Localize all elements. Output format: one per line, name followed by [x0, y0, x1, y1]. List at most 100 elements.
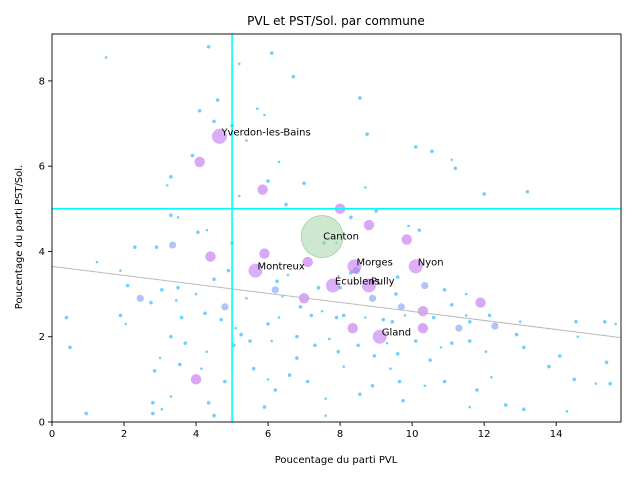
scatter-point	[205, 228, 209, 232]
scatter-point	[262, 405, 267, 409]
scatter-point	[237, 194, 241, 198]
scatter-point	[160, 288, 164, 292]
commune-label: Écublens	[335, 275, 380, 288]
scatter-point	[151, 401, 155, 405]
plot-contents	[52, 34, 621, 422]
x-tick-label: 4	[193, 429, 199, 440]
scatter-point	[215, 98, 220, 102]
scatter-point	[347, 322, 358, 334]
scatter-point	[64, 315, 69, 320]
scatter-point	[423, 384, 427, 388]
scatter-point	[234, 326, 237, 330]
scatter-point	[287, 373, 292, 377]
scatter-point	[176, 285, 180, 290]
scatter-point	[169, 334, 173, 339]
scatter-point	[365, 132, 369, 136]
scatter-point	[221, 303, 229, 311]
scatter-point	[358, 96, 362, 100]
scatter-point	[602, 320, 607, 324]
scatter-point	[203, 311, 207, 316]
scatter-point	[417, 228, 422, 232]
scatter-point	[223, 379, 227, 384]
scatter-point	[594, 382, 598, 385]
scatter-point	[179, 315, 184, 320]
scatter-point	[190, 153, 195, 158]
y-tick-label: 4	[39, 247, 45, 258]
scatter-point	[212, 277, 216, 281]
trend-line	[52, 265, 621, 339]
scatter-point	[165, 184, 169, 187]
scatter-point	[608, 381, 612, 386]
scatter-point	[381, 317, 386, 322]
scatter-point	[119, 269, 122, 272]
scatter-point	[467, 339, 472, 343]
scatter-point	[439, 346, 443, 349]
scatter-point	[133, 245, 137, 249]
scatter-point	[320, 309, 324, 313]
scatter-point	[430, 149, 434, 154]
commune-label: Morges	[357, 257, 393, 268]
scatter-point	[212, 119, 216, 124]
scatter-point	[395, 275, 400, 279]
scatter-point	[205, 251, 216, 262]
highlight-point	[211, 128, 227, 144]
scatter-point	[263, 113, 266, 117]
y-tick-label: 0	[39, 418, 45, 429]
scatter-point	[385, 341, 389, 345]
scatter-point	[442, 379, 447, 384]
x-axis-label: Poucentage du parti PVL	[275, 455, 398, 466]
scatter-point	[397, 303, 405, 311]
scatter-point	[309, 313, 314, 318]
scatter-point	[358, 392, 362, 397]
scatter-point	[125, 283, 130, 288]
scatter-point	[417, 305, 429, 317]
scatter-point	[475, 388, 479, 392]
scatter-point	[490, 375, 493, 379]
scatter-point	[484, 350, 488, 353]
commune-label: Gland	[382, 328, 411, 339]
scatter-point	[356, 343, 360, 348]
scatter-point	[257, 184, 268, 195]
x-tick-label: 0	[49, 429, 55, 440]
scatter-point	[572, 377, 576, 382]
scatter-point	[576, 335, 580, 339]
scatter-point	[295, 334, 299, 339]
highlight-point	[248, 263, 263, 278]
canton-point	[300, 215, 344, 258]
commune-label: Yverdon-les-Bains	[220, 127, 310, 138]
scatter-point	[152, 369, 157, 373]
scatter-point	[342, 365, 346, 368]
scatter-point	[291, 74, 296, 79]
scatter-point	[514, 332, 519, 337]
scatter-point	[455, 324, 463, 332]
x-tick-label: 8	[337, 429, 343, 440]
scatter-point	[197, 108, 202, 113]
scatter-point	[482, 192, 486, 196]
scatter-point	[154, 245, 159, 249]
scatter-point	[245, 297, 248, 300]
scatter-point	[219, 317, 224, 322]
scatter-point	[151, 411, 155, 416]
scatter-point	[324, 414, 327, 417]
scatter-point	[302, 256, 313, 268]
scatter-point	[491, 322, 499, 330]
scatter-point	[196, 230, 200, 235]
x-tick-label: 6	[265, 429, 271, 440]
scatter-point	[269, 51, 274, 55]
scatter-point	[364, 316, 367, 319]
scatter-point	[450, 158, 454, 162]
scatter-point	[521, 345, 526, 350]
scatter-point	[468, 405, 472, 409]
scatter-point	[428, 358, 432, 362]
highlight-point	[372, 329, 387, 344]
scatter-point	[413, 145, 418, 149]
scatter-point	[368, 294, 377, 302]
scatter-point	[431, 315, 436, 320]
scatter-point	[521, 407, 526, 412]
scatter-point	[364, 186, 367, 189]
scatter-point	[273, 388, 278, 392]
scatter-point	[266, 322, 270, 326]
scatter-point	[239, 332, 243, 337]
scatter-point	[84, 411, 89, 416]
